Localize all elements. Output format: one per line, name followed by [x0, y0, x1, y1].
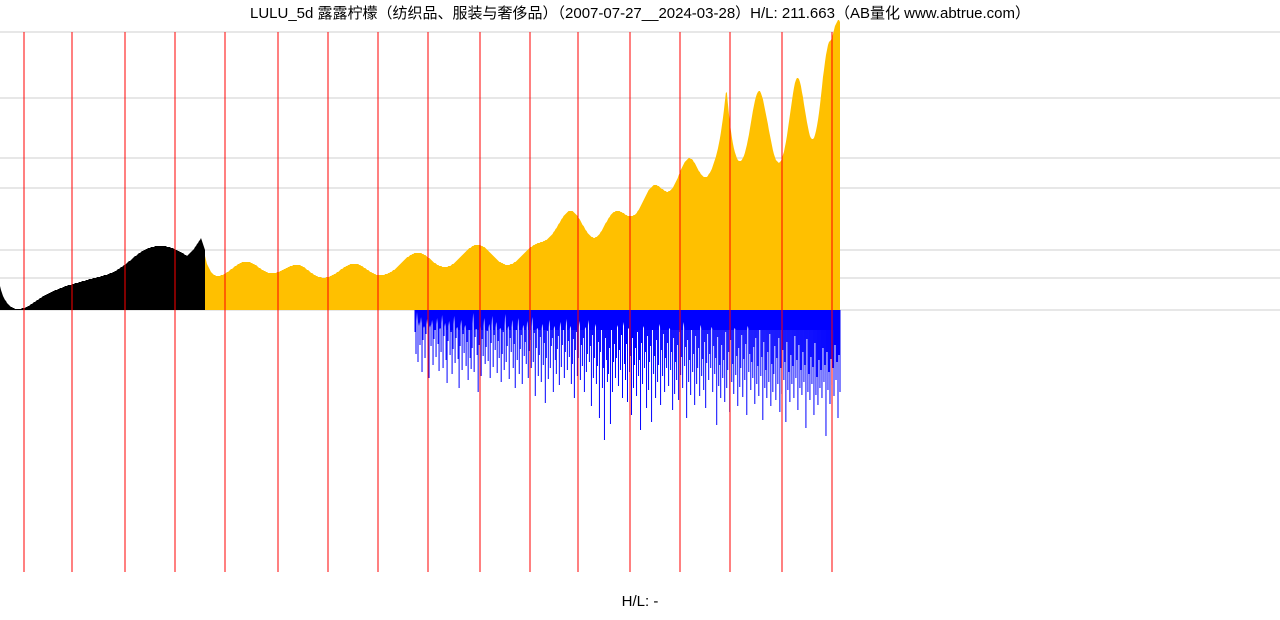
stock-chart: LULU_5d 露露柠檬（纺织品、服装与奢侈品）（2007-07-27__202… [0, 0, 1280, 620]
chart-footer: H/L: - [0, 593, 1280, 610]
chart-svg [0, 0, 1280, 620]
